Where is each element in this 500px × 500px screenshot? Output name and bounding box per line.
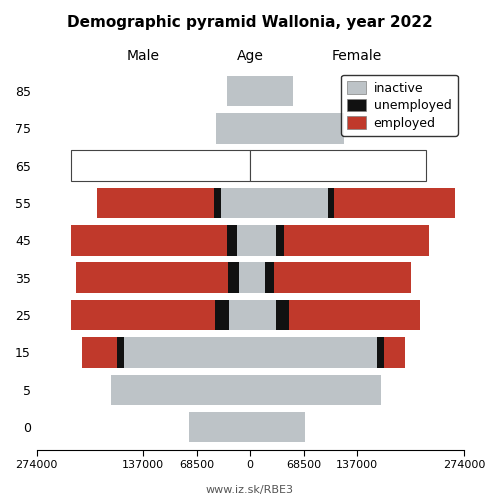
Text: www.iz.sk/RBE3: www.iz.sk/RBE3 bbox=[206, 485, 294, 495]
Bar bbox=[228, 262, 239, 293]
Bar bbox=[71, 150, 250, 181]
Legend: inactive, unemployed, employed: inactive, unemployed, employed bbox=[341, 75, 458, 136]
Bar bbox=[378, 337, 384, 368]
Bar bbox=[276, 300, 289, 330]
Bar bbox=[284, 225, 428, 256]
Bar bbox=[71, 300, 215, 330]
Bar bbox=[250, 300, 276, 330]
Title: Demographic pyramid Wallonia, year 2022: Demographic pyramid Wallonia, year 2022 bbox=[68, 15, 433, 30]
Bar bbox=[250, 76, 293, 106]
Bar bbox=[240, 262, 250, 293]
Bar bbox=[71, 150, 250, 181]
Text: Male: Male bbox=[127, 49, 160, 63]
Bar bbox=[215, 300, 229, 330]
Bar bbox=[124, 337, 250, 368]
Bar bbox=[250, 188, 328, 218]
Bar bbox=[384, 337, 406, 368]
Text: Female: Female bbox=[332, 49, 382, 63]
Bar bbox=[227, 76, 250, 106]
Bar bbox=[250, 374, 381, 405]
Bar bbox=[76, 262, 229, 293]
Bar bbox=[227, 225, 237, 256]
Bar bbox=[250, 113, 344, 144]
Bar bbox=[216, 113, 250, 144]
Bar bbox=[82, 337, 117, 368]
Bar bbox=[334, 188, 455, 218]
Bar bbox=[190, 412, 250, 442]
Bar bbox=[237, 225, 250, 256]
Bar bbox=[265, 262, 274, 293]
Bar bbox=[222, 188, 250, 218]
Bar bbox=[229, 300, 250, 330]
Bar bbox=[289, 300, 420, 330]
Bar bbox=[117, 337, 124, 368]
Bar bbox=[98, 188, 214, 218]
Bar bbox=[250, 150, 426, 181]
Bar bbox=[250, 412, 305, 442]
Bar bbox=[250, 225, 276, 256]
Bar bbox=[250, 337, 378, 368]
Bar bbox=[250, 150, 426, 181]
Bar bbox=[250, 262, 265, 293]
Bar bbox=[112, 374, 250, 405]
Bar bbox=[274, 262, 411, 293]
Bar bbox=[71, 225, 227, 256]
Text: Age: Age bbox=[236, 49, 264, 63]
Bar bbox=[276, 225, 284, 256]
Bar bbox=[214, 188, 222, 218]
Bar bbox=[328, 188, 334, 218]
